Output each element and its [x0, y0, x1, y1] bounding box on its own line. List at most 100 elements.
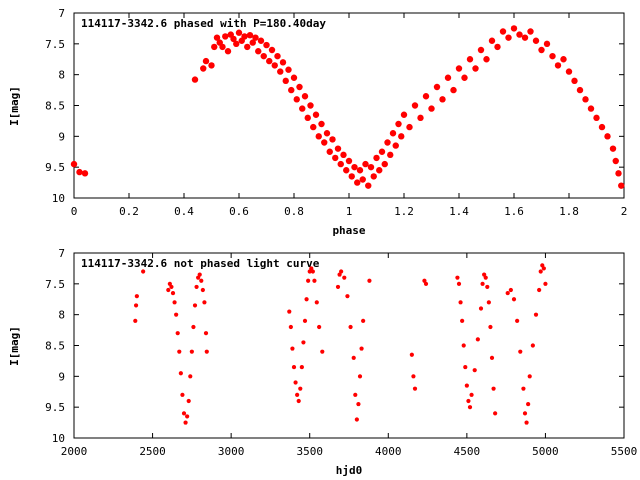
- data-point: [549, 52, 556, 60]
- data-point: [362, 160, 369, 168]
- x-tick-label: 5500: [611, 445, 638, 458]
- data-point: [455, 65, 463, 72]
- data-point: [301, 340, 306, 345]
- data-point: [488, 37, 496, 44]
- data-point: [533, 312, 539, 317]
- data-point: [235, 29, 243, 36]
- data-point: [177, 349, 182, 354]
- data-point: [615, 170, 622, 177]
- data-point: [199, 278, 204, 283]
- data-point: [191, 324, 196, 330]
- data-point: [478, 306, 484, 311]
- data-point: [180, 392, 185, 397]
- y-tick-label: 7.5: [45, 278, 65, 291]
- x-tick-label: 3500: [296, 445, 323, 458]
- data-point: [532, 37, 540, 44]
- data-point: [461, 343, 466, 348]
- data-point: [307, 102, 314, 109]
- data-point: [340, 151, 347, 159]
- data-point: [263, 41, 270, 49]
- data-point: [306, 278, 311, 283]
- data-point: [365, 182, 372, 189]
- data-point: [353, 392, 358, 397]
- data-point: [279, 59, 287, 66]
- data-point: [70, 160, 78, 168]
- data-point: [334, 145, 342, 152]
- x-axis-label: hjd0: [336, 464, 363, 477]
- data-point: [361, 318, 366, 323]
- data-point: [326, 148, 333, 155]
- data-point: [460, 318, 465, 323]
- y-axis-label: I[mag]: [8, 86, 21, 126]
- data-point: [510, 25, 518, 32]
- data-point: [81, 170, 89, 177]
- data-point: [296, 83, 303, 91]
- data-point: [521, 34, 529, 41]
- data-point: [296, 398, 301, 404]
- plot-frame: [73, 252, 625, 439]
- data-point: [428, 105, 435, 112]
- phased-light-curve-plot: 0 0.2 0.4 0.6 0.8 1 1.2 1.4 1.6 1.8 2 7 7.5 8 8.5 9 9.5 1…: [8, 7, 627, 237]
- data-point: [183, 420, 188, 425]
- data-point: [274, 52, 281, 60]
- data-point: [76, 168, 83, 176]
- data-point: [312, 278, 317, 283]
- data-point: [175, 331, 180, 336]
- y-tick-label: 9.5: [45, 161, 65, 174]
- data-point: [172, 300, 177, 305]
- data-point: [367, 163, 375, 171]
- data-point: [511, 297, 517, 302]
- data-point: [351, 355, 356, 360]
- data-point: [370, 173, 377, 180]
- data-point: [472, 65, 479, 72]
- data-point: [318, 120, 325, 128]
- x-tick-label: 1.2: [394, 205, 414, 218]
- data-point: [335, 284, 341, 290]
- data-point: [409, 352, 414, 357]
- x-tick-label: 2500: [139, 445, 166, 458]
- data-point: [345, 157, 353, 165]
- x-tick-label: 3000: [218, 445, 245, 458]
- data-point: [541, 266, 546, 271]
- data-point: [141, 269, 146, 274]
- data-point: [384, 139, 391, 146]
- data-point: [271, 62, 278, 69]
- data-point: [450, 86, 457, 94]
- data-point: [576, 86, 584, 94]
- data-point: [244, 43, 251, 51]
- data-point: [208, 62, 215, 69]
- data-point: [351, 163, 358, 171]
- data-point: [587, 105, 595, 112]
- data-point: [299, 364, 304, 370]
- data-point: [257, 37, 265, 44]
- data-point: [166, 287, 171, 293]
- chart-title: 114117-3342.6 not phased light curve: [81, 257, 320, 270]
- y-tick-label: 8.5: [45, 340, 65, 353]
- data-point: [354, 417, 359, 422]
- unphased-light-curve-plot: 2000 2500 3000 3500 4000 4500 5000 5500 7 7.5 8 8.5…: [8, 247, 637, 477]
- x-tick-label: 0.6: [229, 205, 249, 218]
- data-point: [266, 57, 273, 65]
- data-point: [485, 284, 490, 290]
- data-point: [181, 411, 187, 416]
- data-point: [202, 57, 210, 65]
- data-point: [516, 31, 523, 38]
- data-point: [356, 167, 364, 174]
- data-point: [185, 414, 190, 419]
- data-point: [194, 284, 199, 290]
- data-point: [320, 349, 325, 354]
- data-point: [192, 303, 198, 308]
- data-point: [304, 297, 309, 302]
- y-tick-label: 9: [58, 370, 65, 383]
- data-point: [493, 411, 498, 416]
- data-point: [395, 120, 402, 128]
- data-point: [543, 281, 548, 286]
- data-point: [197, 272, 202, 277]
- data-point: [537, 287, 542, 293]
- x-tick-label: 1.4: [449, 205, 469, 218]
- x-tick-label: 4000: [375, 445, 402, 458]
- data-point: [593, 114, 600, 122]
- data-point: [466, 56, 474, 63]
- data-point: [337, 160, 344, 168]
- y-tick-label: 10: [52, 192, 65, 205]
